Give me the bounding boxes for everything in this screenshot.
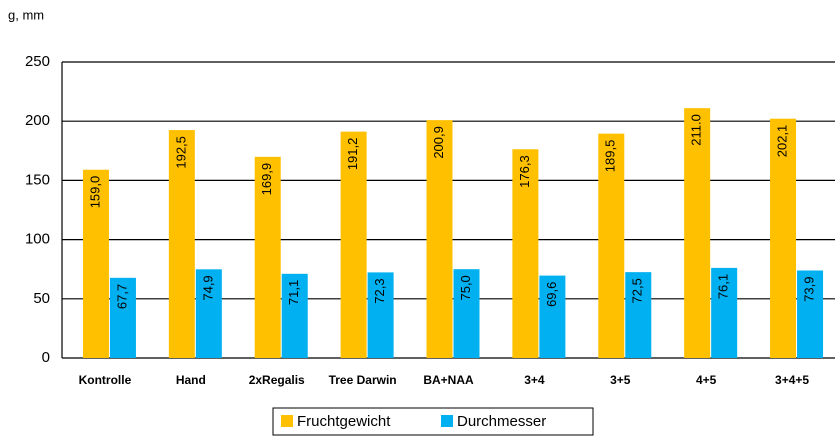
x-tick-label: Tree Darwin [329, 373, 397, 387]
value-label: 72,5 [630, 278, 645, 303]
x-tick-label: 3+5 [610, 373, 631, 387]
x-tick-label: Hand [176, 373, 206, 387]
value-label: 169,9 [259, 163, 274, 196]
legend-swatch [441, 415, 453, 427]
x-tick-label: 4+5 [696, 373, 717, 387]
y-tick-label: 0 [42, 349, 50, 366]
y-tick-label: 50 [33, 290, 50, 307]
value-label: 67,7 [114, 284, 129, 309]
x-tick-label: 2xRegalis [249, 373, 305, 387]
x-tick-label: Kontrolle [79, 373, 132, 387]
value-label: 192,5 [173, 136, 188, 169]
y-tick-label: 150 [25, 171, 50, 188]
value-label: 200,9 [431, 126, 446, 159]
value-label: 74,9 [200, 275, 215, 300]
y-tick-label: 200 [25, 112, 50, 129]
chart: g, mm 0 50 100 150 200 250 Kontrolle 159,0 67,7 H… [0, 0, 835, 436]
value-label: 176,3 [517, 155, 532, 188]
value-label: 72,3 [372, 278, 387, 303]
legend-swatch [281, 415, 293, 427]
x-tick-label: 3+4+5 [775, 373, 809, 387]
x-tick-label: 3+4 [524, 373, 545, 387]
value-label: 211.0 [689, 114, 704, 146]
y-tick-label: 250 [25, 53, 50, 70]
legend-label: Durchmesser [457, 413, 546, 430]
value-label: 189,5 [603, 140, 618, 173]
value-label: 191,2 [345, 138, 360, 171]
value-label: 202,1 [774, 125, 789, 158]
value-label: 69,6 [544, 282, 559, 307]
value-label: 75,0 [458, 275, 473, 300]
value-label: 159,0 [87, 176, 102, 209]
value-label: 73,9 [801, 277, 816, 302]
y-axis-label: g, mm [8, 7, 44, 22]
x-tick-label: BA+NAA [423, 373, 474, 387]
legend-label: Fruchtgewicht [297, 413, 391, 430]
value-label: 76,1 [716, 274, 731, 299]
y-tick-label: 100 [25, 231, 50, 248]
value-label: 71,1 [286, 280, 301, 305]
